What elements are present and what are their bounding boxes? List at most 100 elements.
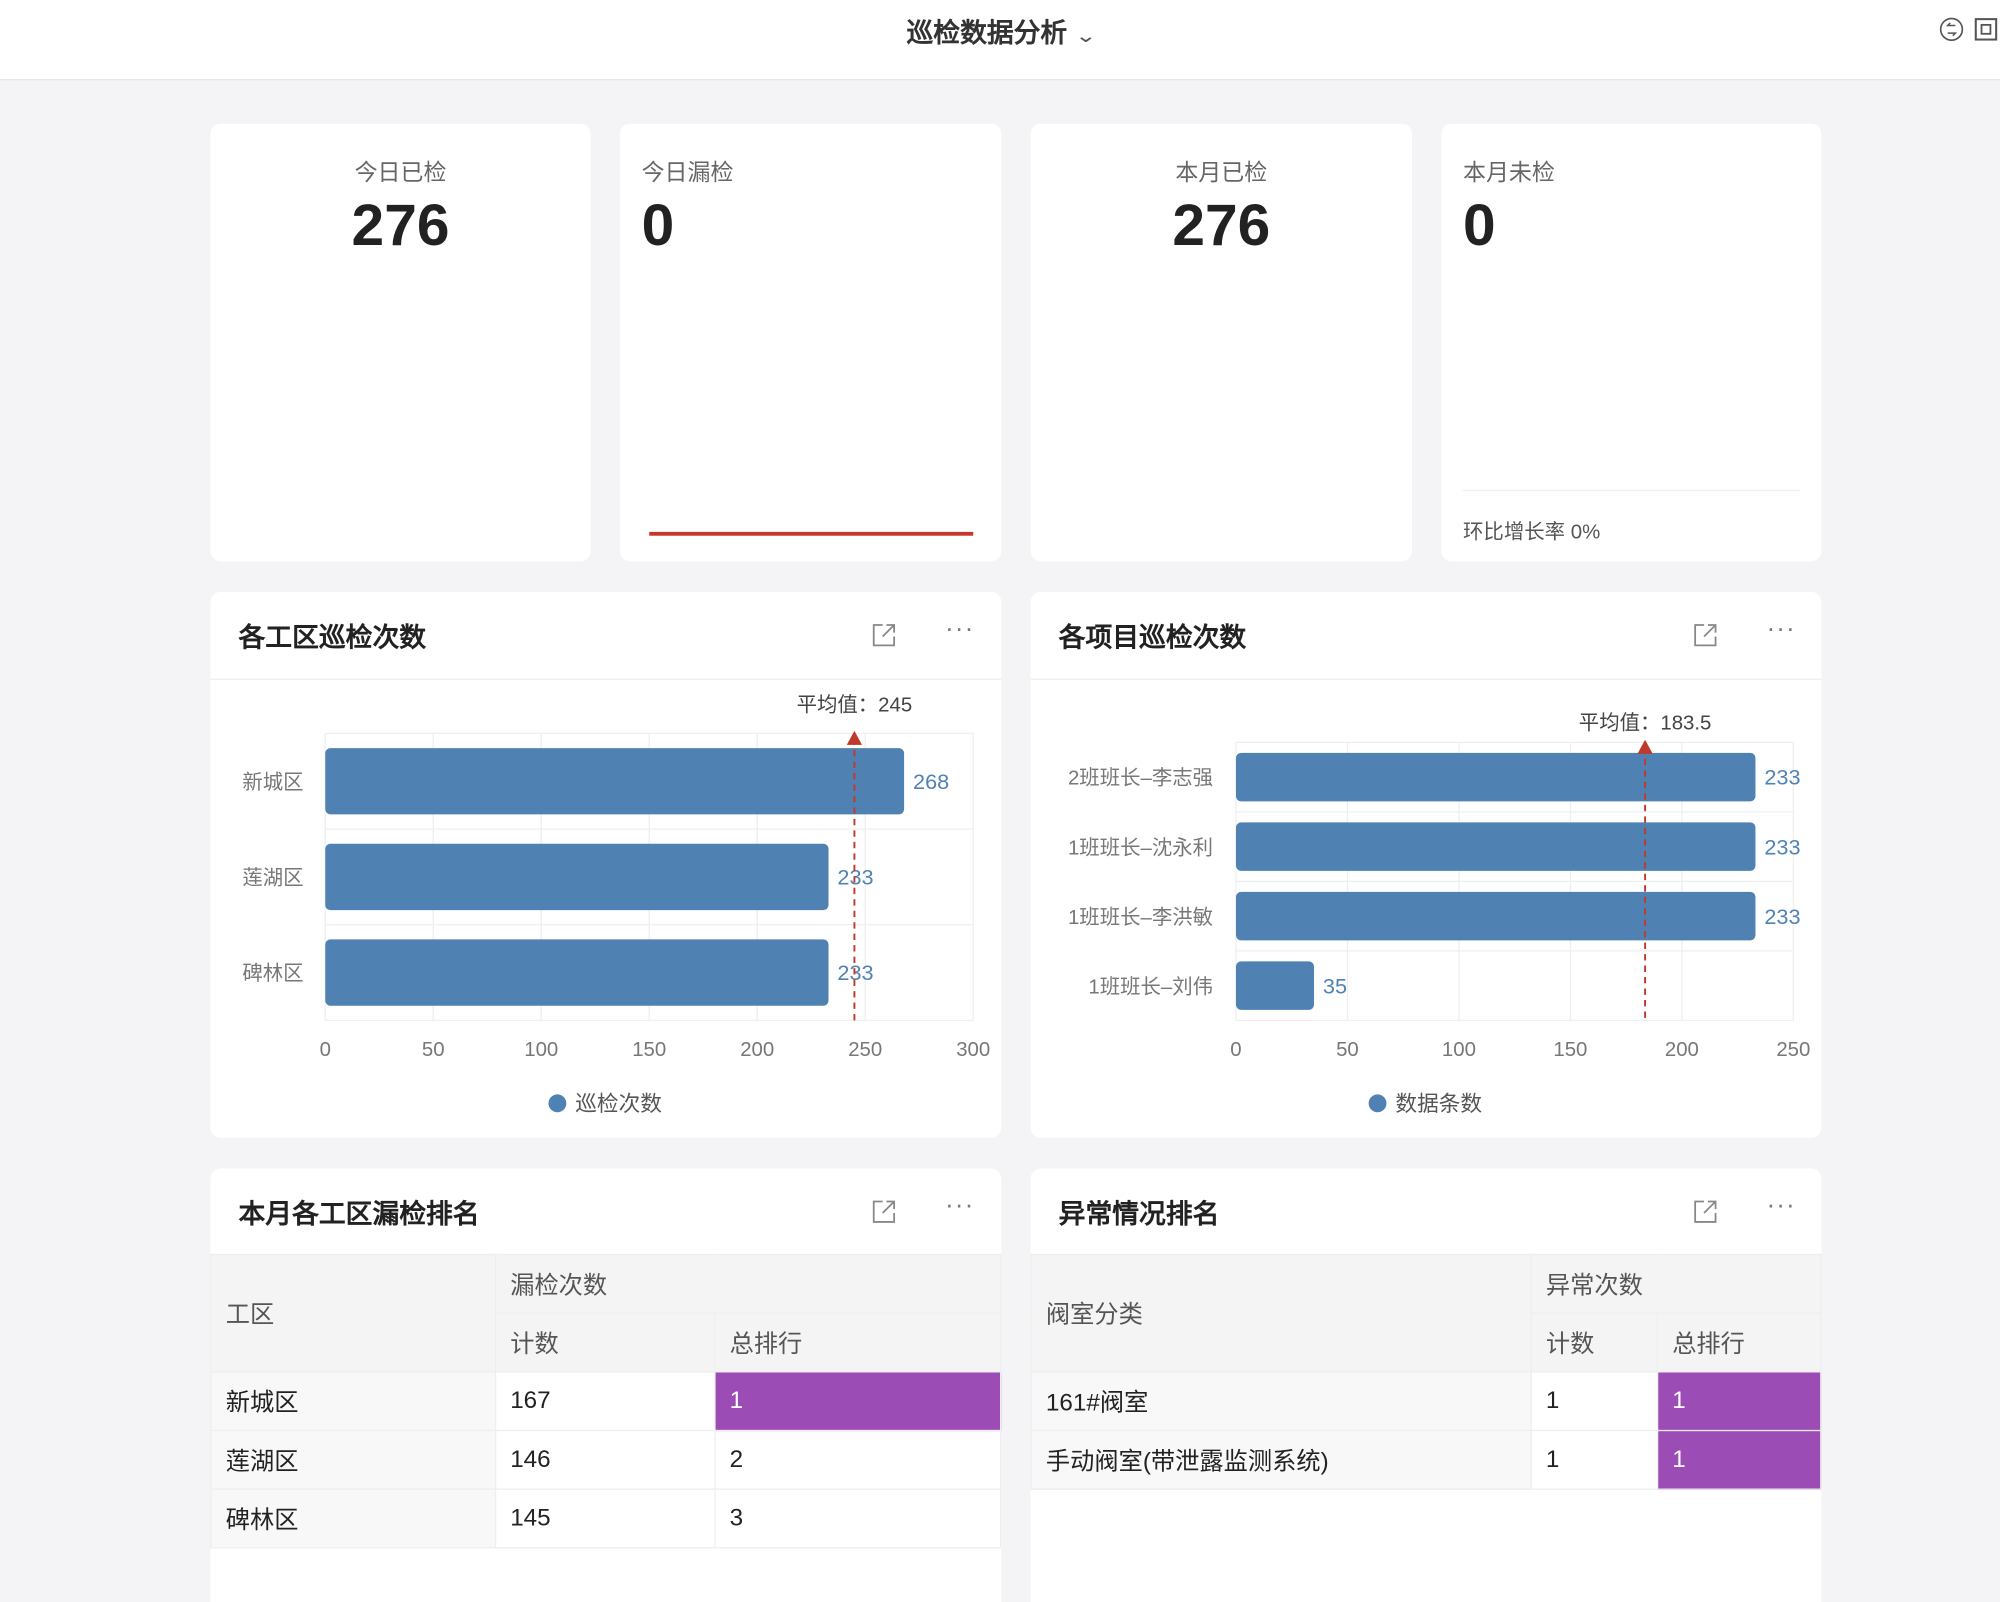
more-options-icon[interactable]: ··· (945, 1191, 975, 1220)
cell-count: 146 (494, 1429, 716, 1490)
cell-name: 碑林区 (210, 1488, 497, 1549)
table-row: 莲湖区 146 2 (210, 1429, 1002, 1490)
top-header: 巡检数据分析 ⌄ (0, 0, 2000, 81)
data-label: 35 (1323, 973, 1347, 998)
panel-title: 各项目巡检次数 (1058, 623, 1247, 654)
kpi-value: 0 (641, 191, 675, 258)
panel-header (1030, 592, 1822, 680)
category-label: 1班班长–沈永利 (1068, 836, 1213, 859)
chevron-down-icon: ⌄ (1074, 25, 1097, 48)
header-rank: 总排行 (714, 1312, 1002, 1373)
header-group: 漏检次数 (494, 1253, 1002, 1314)
header-zone: 工区 (210, 1253, 497, 1373)
dashboard-title-dropdown[interactable]: 巡检数据分析 ⌄ (0, 13, 2000, 51)
x-tick-label: 250 (848, 1039, 882, 1061)
data-label: 268 (913, 769, 949, 794)
table-row: 161#阀室 1 1 (1030, 1371, 1822, 1432)
x-tick-label: 50 (422, 1039, 445, 1061)
cell-rank: 1 (714, 1371, 1002, 1432)
growth-rate: 环比增长率 0% (1463, 521, 1601, 544)
bar (1235, 752, 1756, 802)
cell-name: 手动阀室(带泄露监测系统) (1030, 1429, 1532, 1490)
header-rank: 总排行 (1656, 1312, 1822, 1373)
x-tick-label: 50 (1336, 1039, 1359, 1061)
average-arrow (1637, 739, 1653, 754)
cell-name: 161#阀室 (1030, 1371, 1532, 1432)
x-tick-label: 150 (1553, 1039, 1587, 1061)
table-row: 新城区 167 1 (210, 1371, 1002, 1432)
external-link-icon[interactable] (871, 1199, 897, 1225)
cell-rank: 1 (1656, 1371, 1822, 1432)
average-label: 平均值：183.5 (1579, 712, 1712, 735)
zone-bar-chart: 0 50 100 150 200 250 300 新城区 268 莲湖区 233 碑林区 233 平均值：… (242, 694, 990, 1116)
average-arrow (846, 730, 863, 745)
data-label: 233 (837, 865, 873, 890)
x-tick-label: 200 (1665, 1039, 1699, 1061)
table-row: 手动阀室(带泄露监测系统) 1 1 (1030, 1429, 1822, 1490)
data-label: 233 (1764, 834, 1800, 859)
data-label: 233 (1764, 904, 1800, 929)
bar (1235, 822, 1756, 871)
cell-count: 167 (494, 1371, 716, 1432)
data-label: 233 (1764, 765, 1800, 790)
cell-name: 新城区 (210, 1371, 497, 1432)
cell-rank: 1 (1656, 1429, 1822, 1490)
switch-icon[interactable] (1939, 17, 1965, 43)
bar (325, 843, 829, 911)
project-chart-panel: 各项目巡检次数 ··· 0 50 100 150 200 250 2班班长–李志强 233 1班… (1030, 591, 1822, 1138)
kpi-label: 今日漏检 (641, 159, 734, 185)
external-link-icon[interactable] (1693, 1199, 1719, 1225)
external-link-icon[interactable] (871, 622, 897, 648)
x-tick-label: 250 (1776, 1039, 1810, 1061)
x-tick-label: 150 (632, 1039, 666, 1061)
header-group: 异常次数 (1530, 1253, 1822, 1314)
category-label: 1班班长–刘伟 (1088, 975, 1213, 998)
x-tick-label: 200 (740, 1039, 774, 1061)
cell-rank: 2 (714, 1429, 1002, 1490)
kpi-value: 276 (1172, 191, 1271, 258)
category-label: 莲湖区 (242, 867, 303, 890)
legend-label: 数据条数 (1395, 1091, 1482, 1116)
kpi-label: 本月未检 (1463, 159, 1555, 185)
cell-name: 莲湖区 (210, 1429, 497, 1490)
category-label: 1班班长–李洪敏 (1068, 906, 1213, 929)
kpi-card-today-missed: 今日漏检 0 (619, 123, 1002, 562)
project-bar-chart: 0 50 100 150 200 250 2班班长–李志强 233 1班班长–沈永利 233 1班班… (1068, 712, 1810, 1116)
kpi-value: 276 (351, 191, 450, 258)
bar (1235, 961, 1315, 1010)
category-label: 碑林区 (242, 962, 303, 985)
cell-count: 1 (1530, 1429, 1659, 1490)
panel-title: 本月各工区漏检排名 (238, 1200, 480, 1230)
anomaly-ranking-panel: 异常情况排名 ··· 阀室分类 异常次数 计数 总排行 161#阀室 1 1 手动阀室(… (1030, 1168, 1822, 1602)
anomaly-table: 阀室分类 异常次数 计数 总排行 161#阀室 1 1 手动阀室(带泄露监测系统) 1 1 (1030, 1253, 1822, 1490)
category-label: 2班班长–李志强 (1068, 767, 1213, 790)
bar (325, 748, 905, 815)
category-label: 新城区 (242, 771, 303, 794)
header-count: 计数 (1530, 1312, 1659, 1373)
x-tick-label: 300 (956, 1039, 990, 1061)
dashboard-title: 巡检数据分析 (906, 19, 1068, 49)
x-tick-label: 0 (320, 1039, 331, 1061)
cell-rank: 3 (714, 1488, 1002, 1549)
bar (325, 939, 829, 1006)
cell-count: 1 (1530, 1371, 1659, 1432)
trend-line (649, 531, 974, 536)
more-options-icon[interactable]: ··· (1766, 1191, 1796, 1220)
kpi-value: 0 (1463, 191, 1496, 258)
more-options-icon[interactable]: ··· (1766, 614, 1796, 643)
average-label: 平均值：245 (797, 694, 913, 717)
external-link-icon[interactable] (1693, 622, 1719, 648)
x-tick-label: 100 (1442, 1039, 1476, 1061)
kpi-label: 今日已检 (354, 159, 447, 185)
data-label: 233 (837, 960, 873, 985)
table-row: 碑林区 145 3 (210, 1488, 1002, 1549)
kpi-card-month-checked: 本月已检 276 (1030, 123, 1412, 562)
panel-header (210, 592, 1002, 680)
cell-count: 145 (494, 1488, 716, 1549)
kpi-card-today-checked: 今日已检 276 (210, 123, 591, 562)
divider (1463, 489, 1800, 492)
more-options-icon[interactable]: ··· (945, 614, 975, 643)
fullscreen-icon[interactable] (1973, 17, 1999, 43)
kpi-card-month-unchecked: 本月未检 0 环比增长率 0% (1441, 123, 1822, 562)
header-category: 阀室分类 (1030, 1253, 1532, 1373)
